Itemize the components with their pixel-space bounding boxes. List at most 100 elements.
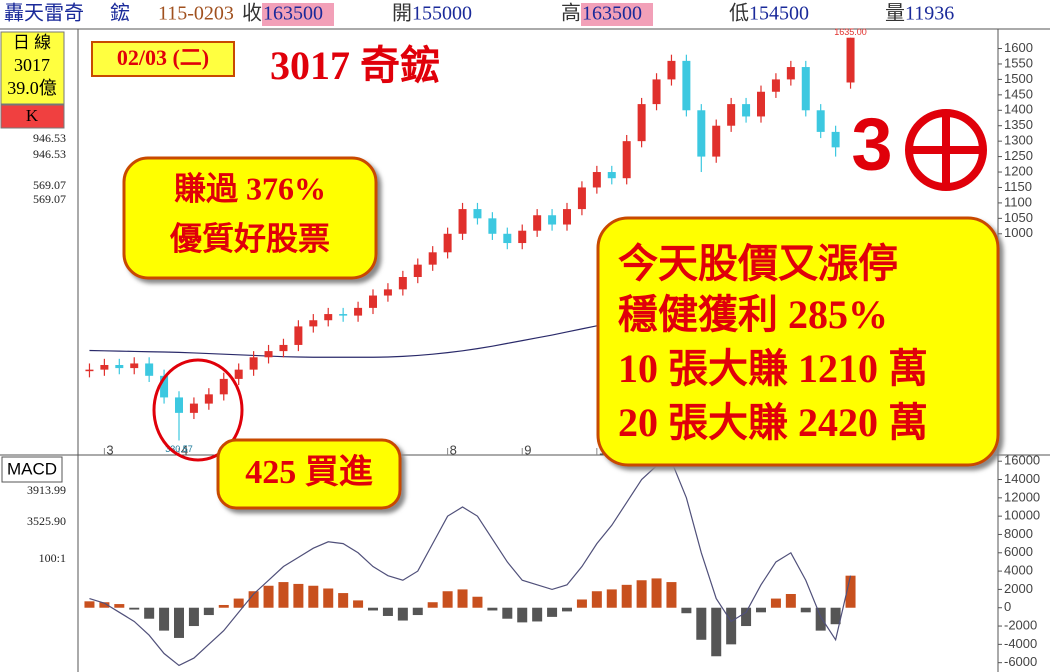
osc-bar <box>144 607 155 619</box>
macd-line <box>89 460 852 667</box>
y-tick-label: -4000 <box>1004 636 1037 651</box>
side-value: 3525.90 <box>27 514 66 528</box>
macd-box <box>1 456 63 483</box>
candle-body <box>607 172 616 179</box>
osc-bar <box>845 575 856 608</box>
candle-body <box>189 403 198 413</box>
header-stock: 鋐 <box>110 2 130 25</box>
stock-title: 3017 奇鋐 <box>270 43 440 88</box>
osc-bar <box>472 596 483 608</box>
highlight-circle <box>152 358 244 462</box>
osc-bar <box>427 602 438 608</box>
osc-bar <box>800 607 811 613</box>
candle-body <box>279 344 288 352</box>
header-name: 轟天雷奇 <box>4 2 84 25</box>
y-tick-label: 10000 <box>1004 508 1040 523</box>
candle-body <box>786 67 795 80</box>
osc-bar <box>323 588 334 608</box>
osc-bar <box>591 591 602 608</box>
candle-body <box>160 375 169 398</box>
y-tick-label: 14000 <box>1004 471 1040 486</box>
header-label: 低 <box>729 2 749 25</box>
amount: 39.0億 <box>7 78 57 98</box>
callout-text: 425 買進 <box>245 453 373 491</box>
osc-bar <box>442 591 453 608</box>
candle-body <box>488 218 497 234</box>
side-value: 569.07 <box>33 192 66 206</box>
candle-body <box>369 295 377 308</box>
osc-bar <box>218 604 229 608</box>
osc-bar <box>382 607 393 616</box>
candle-body <box>831 131 840 148</box>
signal-number: 3 <box>851 103 892 186</box>
candle-body <box>443 233 452 253</box>
y-tick-label: -2000 <box>1004 617 1037 632</box>
candle-body <box>175 397 183 413</box>
candle-body <box>339 314 348 316</box>
header-label: 高 <box>561 2 581 25</box>
x-tick-label: 9 <box>524 442 531 457</box>
y-tick-label: 8000 <box>1004 526 1033 541</box>
callout <box>122 156 378 280</box>
candle-body <box>473 209 482 219</box>
osc-bar <box>263 585 274 608</box>
highlight <box>262 3 334 26</box>
x-tick-label: 4 <box>181 442 188 457</box>
osc-bar <box>741 607 752 627</box>
candle-body <box>577 187 586 210</box>
candle-body <box>533 215 542 231</box>
candle-body <box>145 363 154 376</box>
osc-bar <box>293 583 304 608</box>
mode: K <box>26 106 39 125</box>
callout <box>216 438 402 510</box>
osc-bar <box>562 607 572 612</box>
candle-body <box>264 351 273 358</box>
y-tick-label: 1200 <box>1004 163 1033 178</box>
callout-text: 10 張大賺 1210 萬 <box>618 346 928 391</box>
header-label: 開 <box>392 3 412 25</box>
candle-body <box>398 277 407 290</box>
osc-bar <box>338 593 349 608</box>
mode-box <box>0 104 65 129</box>
period: 日 線 <box>13 33 51 52</box>
osc-bar <box>129 607 140 610</box>
date-box <box>91 41 235 77</box>
y-tick-label: 1250 <box>1004 148 1033 163</box>
candle-body <box>697 110 706 157</box>
osc-bar <box>785 593 796 608</box>
annotations: 02/03 (二) 3017 奇鋐 3 賺過 376% 優質好股票 425 買進… <box>91 41 1000 510</box>
callout-text: 穩健獲利 285% <box>618 292 888 337</box>
candle-body <box>757 91 765 117</box>
candle-body <box>249 357 258 370</box>
y-tick-label: 1050 <box>1004 210 1033 225</box>
osc-bar <box>576 599 587 608</box>
candle-body <box>712 125 721 157</box>
candle-body <box>130 363 139 369</box>
y-tick-label: 1450 <box>1004 86 1033 101</box>
candle-body <box>383 289 392 296</box>
candle-body <box>846 37 855 83</box>
candle-body <box>503 233 512 244</box>
candle-body <box>354 307 363 316</box>
y-tick-label: 16000 <box>1004 453 1040 468</box>
y-tick-label: 1000 <box>1004 225 1033 240</box>
y-tick-label: -6000 <box>1004 654 1037 669</box>
osc-bar <box>636 580 647 608</box>
osc-bar <box>114 604 125 608</box>
y-tick-label: 2000 <box>1004 581 1033 596</box>
header-label: 量 <box>885 3 905 25</box>
osc-bar <box>159 607 170 631</box>
callout-text: 20 張大賺 2420 萬 <box>618 400 928 445</box>
x-tick-label: 8 <box>450 442 457 457</box>
y-tick-label: 1400 <box>1004 102 1033 117</box>
osc-bar <box>84 601 95 608</box>
osc-bar <box>353 600 364 608</box>
osc-bar <box>233 598 244 608</box>
osc-bar <box>770 598 781 608</box>
header-label: 收 <box>242 2 262 25</box>
osc-bar <box>621 584 632 608</box>
candle-body <box>115 365 124 369</box>
y-tick-label: 4000 <box>1004 563 1033 578</box>
osc-bar <box>606 589 617 608</box>
